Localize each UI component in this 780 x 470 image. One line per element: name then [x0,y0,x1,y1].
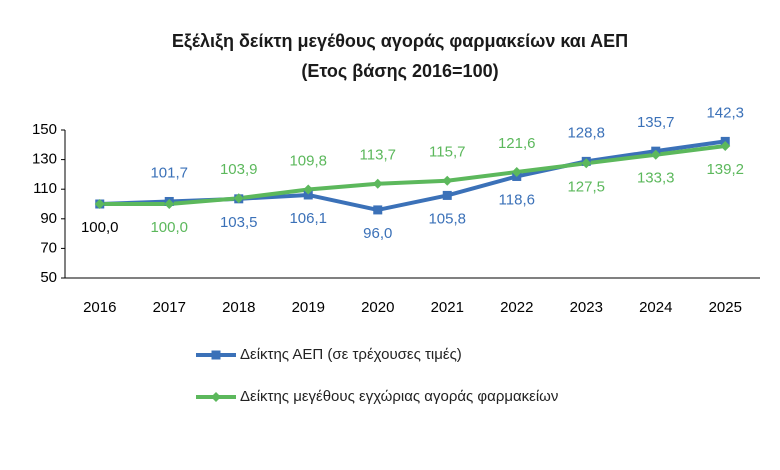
data-label: 121,6 [498,135,536,152]
data-label: 115,7 [429,144,465,161]
y-tick-label: 90 [40,210,57,227]
point [233,193,244,204]
point [511,167,522,178]
x-tick-label: 2022 [500,299,533,316]
data-label: 103,9 [220,161,258,178]
chart-title: Εξέλιξη δείκτη μεγέθους αγοράς φαρμακείω… [172,31,628,52]
x-tick-label: 2021 [431,299,464,316]
x-tick-label: 2018 [222,299,255,316]
chart-subtitle: (Ετος βάσης 2016=100) [301,61,498,81]
data-label: 103,5 [220,214,258,231]
series-line [99,143,726,206]
data-label: 100,0 [150,219,188,236]
series-line [99,139,726,212]
x-tick-label: 2016 [83,299,116,316]
y-tick-label: 110 [33,180,57,197]
data-label: 118,6 [499,191,535,208]
x-tick-label: 2024 [639,299,672,316]
data-label: 135,7 [637,114,675,131]
data-label: 139,2 [706,161,744,178]
x-tick-label: 2019 [292,299,325,316]
data-label: 128,8 [567,124,605,141]
x-tick-label: 2017 [153,299,186,316]
point [581,158,592,169]
point [303,184,314,195]
data-label: 101,7 [150,164,188,181]
point [650,149,661,160]
legend-marker [211,350,221,360]
data-label: 106,1 [289,210,327,227]
data-label: 127,5 [567,178,605,195]
data-label: 113,7 [360,147,396,164]
point [373,205,383,215]
point [303,190,313,200]
y-tick-label: 70 [40,239,57,256]
point [164,199,175,209]
point [94,199,105,209]
x-tick-label: 2023 [570,299,603,316]
point [720,140,731,151]
legend-label: Δείκτης μεγέθους εγχώριας αγοράς φαρμακε… [240,388,558,405]
x-tick-label: 2025 [709,299,742,316]
legend-label: Δείκτης ΑΕΠ (σε τρέχουσες τιμές) [240,346,462,363]
point [442,175,453,186]
y-tick-label: 50 [40,269,57,286]
y-tick-label: 150 [32,121,57,138]
data-label: 96,0 [363,225,392,242]
point [442,190,452,200]
point [372,178,383,189]
data-label: 105,8 [428,210,466,227]
data-label: 142,3 [706,104,744,121]
x-tick-label: 2020 [361,299,394,316]
data-label: 100,0 [81,219,119,236]
data-label: 133,3 [637,170,675,187]
legend-marker [211,392,221,402]
data-label: 109,8 [289,152,327,169]
y-tick-label: 130 [32,151,57,168]
